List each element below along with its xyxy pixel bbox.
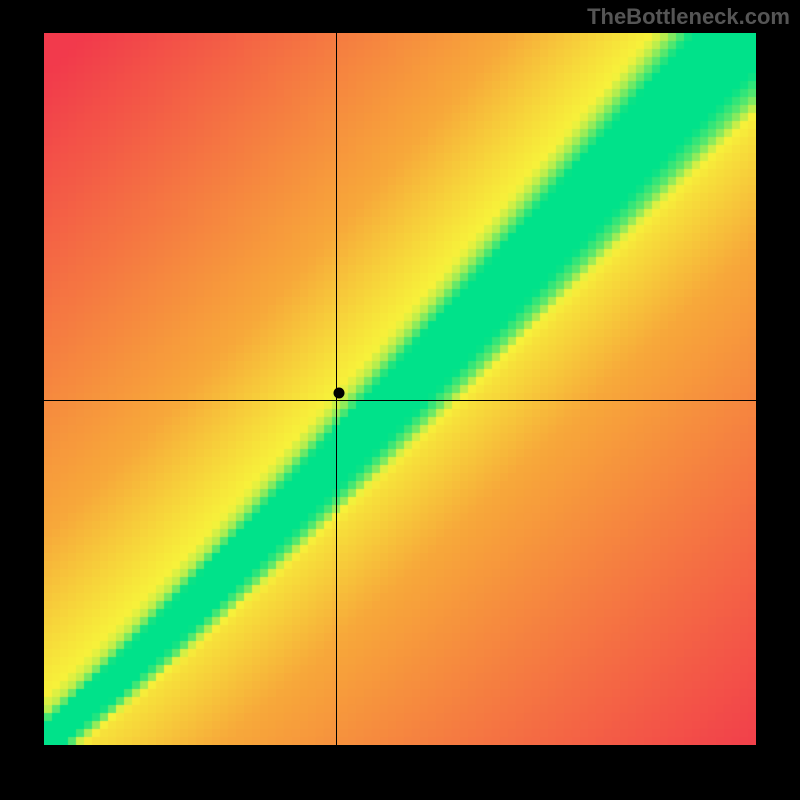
chart-container: TheBottleneck.com [0, 0, 800, 800]
selected-point [334, 387, 345, 398]
crosshair-horizontal [44, 400, 756, 401]
watermark-text: TheBottleneck.com [587, 4, 790, 30]
plot-area [44, 33, 756, 745]
heatmap-canvas [44, 33, 756, 745]
